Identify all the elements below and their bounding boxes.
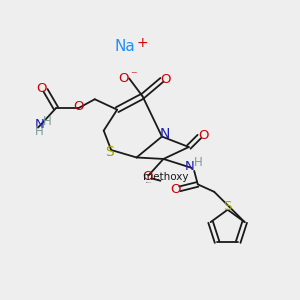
Text: O: O xyxy=(171,183,181,196)
Text: methoxy: methoxy xyxy=(146,182,152,184)
Text: O: O xyxy=(73,100,84,113)
Text: H: H xyxy=(43,115,51,128)
Text: +: + xyxy=(137,36,148,50)
Text: O: O xyxy=(160,73,171,86)
Text: N: N xyxy=(160,127,170,141)
Text: H: H xyxy=(194,156,203,169)
Text: S: S xyxy=(224,200,232,213)
Text: N: N xyxy=(34,118,44,131)
Text: O: O xyxy=(36,82,47,95)
Text: N: N xyxy=(184,160,194,173)
Text: H: H xyxy=(35,125,44,138)
Text: O: O xyxy=(198,129,208,142)
Text: methoxy: methoxy xyxy=(143,172,189,182)
Text: ⁻: ⁻ xyxy=(130,69,136,82)
Text: O: O xyxy=(142,170,152,183)
Text: Na: Na xyxy=(114,40,135,55)
Text: O: O xyxy=(118,72,129,85)
Text: S: S xyxy=(105,146,114,159)
